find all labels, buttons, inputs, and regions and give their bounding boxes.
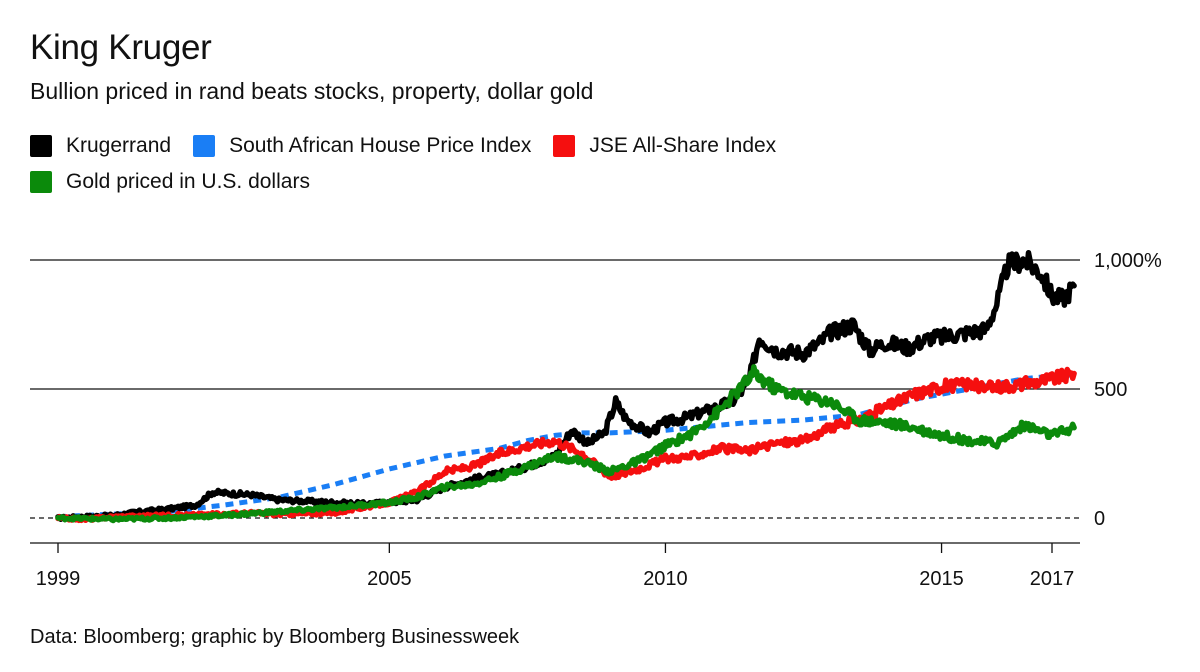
legend-row: Krugerrand South African House Price Ind… — [30, 128, 930, 164]
legend-swatch-gold-usd — [30, 171, 52, 193]
series-krugerrand — [55, 250, 1077, 522]
y-tick-label: 500 — [1094, 379, 1127, 401]
legend-label-house: South African House Price Index — [229, 134, 532, 157]
x-tick-label: 2005 — [367, 568, 412, 590]
legend-label-gold-usd: Gold priced in U.S. dollars — [66, 170, 310, 193]
chart-subtitle: Bullion priced in rand beats stocks, pro… — [30, 78, 594, 104]
source-note: Data: Bloomberg; graphic by Bloomberg Bu… — [30, 626, 520, 648]
legend-swatch-house — [193, 135, 216, 157]
series-gold-usd — [55, 364, 1077, 524]
legend-item-krugerrand: Krugerrand — [30, 134, 171, 158]
x-tick-label: 2017 — [1030, 568, 1075, 590]
legend-item-jse: JSE All-Share Index — [553, 134, 776, 158]
legend-row: Gold priced in U.S. dollars — [30, 164, 930, 200]
x-tick-label: 1999 — [36, 568, 81, 590]
legend-swatch-krugerrand — [30, 135, 52, 157]
legend-item-gold-usd: Gold priced in U.S. dollars — [30, 170, 310, 194]
legend-swatch-jse — [553, 135, 576, 157]
y-tick-label: 1,000% — [1094, 250, 1162, 272]
x-tick-label: 2010 — [643, 568, 688, 590]
legend-label-jse: JSE All-Share Index — [589, 134, 777, 157]
legend-label-krugerrand: Krugerrand — [66, 134, 172, 157]
chart-title: King Kruger — [30, 28, 212, 67]
y-tick-label: 0 — [1094, 508, 1105, 530]
legend-item-house: South African House Price Index — [193, 134, 531, 158]
x-tick-label: 2015 — [919, 568, 964, 590]
series-house-price — [57, 372, 1075, 520]
legend: Krugerrand South African House Price Ind… — [30, 128, 930, 200]
